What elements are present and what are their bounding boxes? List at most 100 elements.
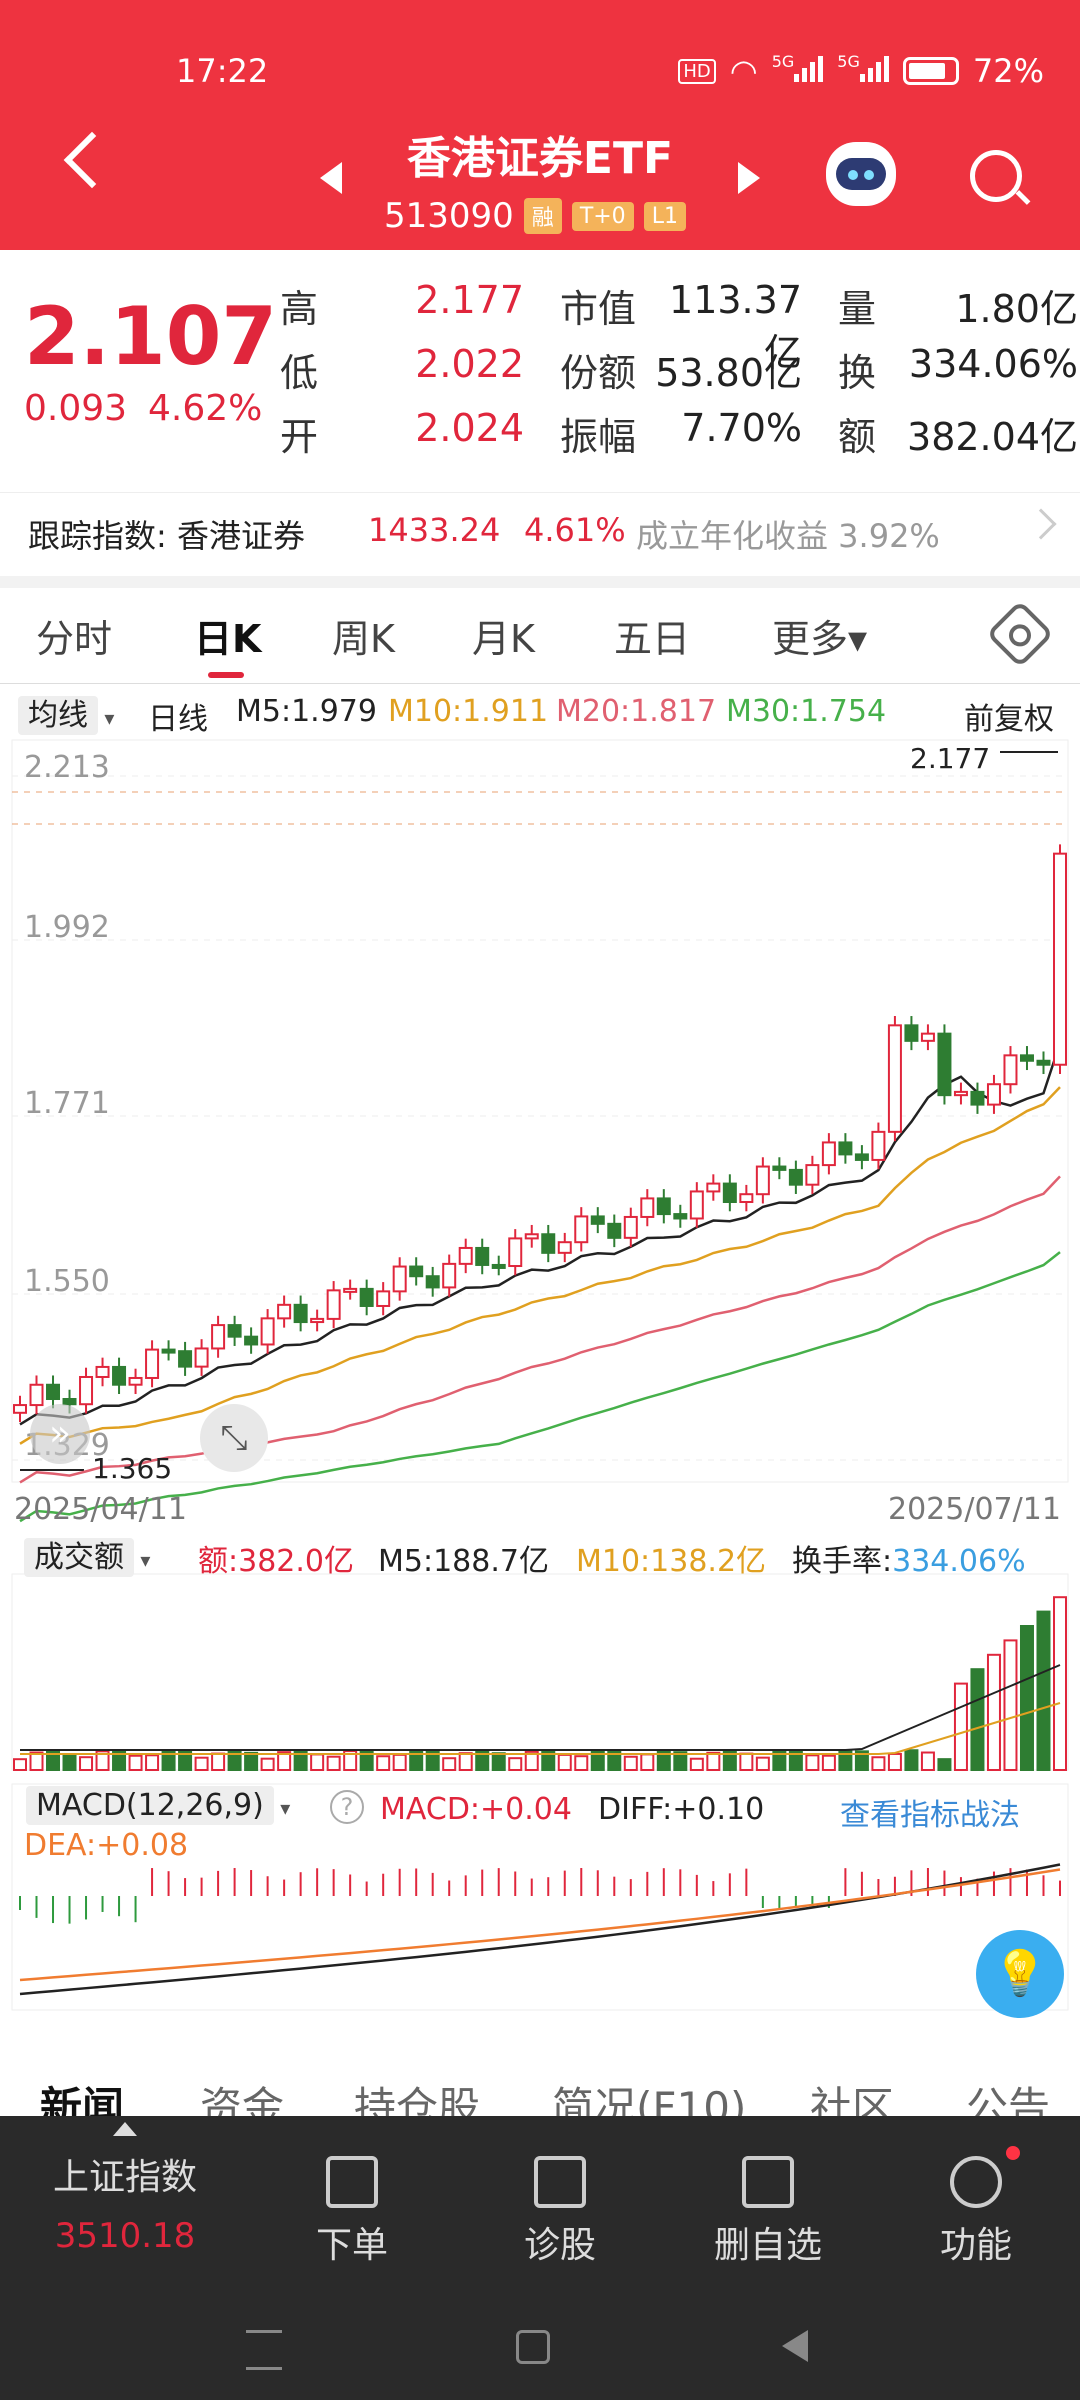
candle-body — [359, 1287, 374, 1307]
ma5-value: M5:1.979 — [236, 694, 377, 729]
tab-funds[interactable]: 资金 — [200, 2083, 285, 2116]
tab-announcements[interactable]: 公告 — [966, 2083, 1051, 2116]
volume-bar — [673, 1751, 688, 1772]
candle-body — [590, 1215, 605, 1225]
menu-icon[interactable] — [246, 2330, 282, 2370]
signal-icon: 5G — [837, 52, 889, 90]
candle-body — [722, 1182, 737, 1204]
diff-line — [19, 1863, 1061, 1996]
assistant-robot-icon[interactable] — [826, 142, 896, 206]
candle-body — [673, 1213, 688, 1220]
candle-body — [508, 1237, 523, 1268]
wifi-icon: ◠ — [729, 52, 758, 90]
network-type: 5G — [837, 52, 860, 71]
volume-bar — [640, 1753, 655, 1772]
tab-five-day[interactable]: 五日 — [614, 617, 691, 661]
candle-body — [260, 1317, 275, 1346]
prev-stock-icon[interactable] — [320, 162, 342, 194]
y-label: 1.771 — [24, 1086, 110, 1121]
quote-panel — [0, 250, 1080, 576]
nav-functions[interactable]: 功能 — [876, 2146, 1076, 2268]
candle-body — [227, 1324, 242, 1338]
volume-bar — [310, 1753, 325, 1771]
candle-body — [392, 1265, 407, 1293]
volume-bar — [491, 1752, 506, 1771]
tab-news[interactable]: 新闻 — [40, 2083, 125, 2116]
candle-body — [640, 1197, 655, 1218]
y-label: 1.992 — [24, 910, 110, 945]
period-tabs: 分时 日K 周K 月K 五日 更多▾ — [0, 588, 1080, 684]
volume-amount: 额:382.0亿 — [198, 1544, 354, 1579]
open-label: 开 — [280, 415, 319, 459]
next-stock-icon[interactable] — [738, 162, 760, 194]
volume-bar — [1053, 1596, 1067, 1772]
nav-diagnose[interactable]: 诊股 — [460, 2146, 660, 2268]
macd-select[interactable]: MACD(12,26,9) — [26, 1786, 274, 1825]
volume-m10: M10:138.2亿 — [576, 1544, 767, 1579]
ma10-value: M10:1.911 — [388, 694, 549, 729]
volume-bar — [920, 1751, 935, 1771]
candle-body — [13, 1404, 27, 1414]
volume-bar — [805, 1754, 820, 1771]
tab-community[interactable]: 社区 — [810, 2083, 895, 2116]
diff-value: DIFF:+0.10 — [598, 1792, 765, 1827]
help-icon[interactable]: ? — [330, 1790, 364, 1824]
volume-bar — [1003, 1639, 1018, 1772]
document-icon — [326, 2156, 378, 2208]
tab-f10[interactable]: 简况(F10) — [552, 2083, 747, 2116]
search-icon[interactable] — [970, 150, 1022, 202]
lightbulb-icon[interactable]: 💡 — [976, 1930, 1064, 2018]
collapse-arrows-icon[interactable]: » — [30, 1404, 90, 1464]
tab-more[interactable]: 更多▾ — [772, 617, 868, 661]
ma30-line — [19, 1251, 1061, 1523]
battery-percent: 72% — [972, 52, 1044, 90]
bottom-nav: 上证指数 3510.18 下单 诊股 删自选 功能 — [0, 2116, 1080, 2400]
dropdown-icon: ▾ — [134, 1548, 151, 1572]
adjust-select[interactable]: 前复权 — [964, 702, 1054, 737]
volume-bar — [128, 1754, 143, 1771]
tab-daily-k[interactable]: 日K — [194, 617, 262, 661]
volume-bar — [442, 1757, 457, 1772]
ma20-line — [19, 1175, 1061, 1484]
tab-monthly-k[interactable]: 月K — [472, 617, 535, 661]
volume-ma5-line — [20, 1664, 1061, 1751]
y-label: 1.550 — [24, 1264, 110, 1299]
high-label: 高 — [280, 287, 319, 331]
tab-intraday[interactable]: 分时 — [36, 617, 113, 661]
t0-tag: T+0 — [571, 201, 634, 231]
candle-body — [178, 1350, 193, 1368]
index-widget[interactable]: 上证指数 3510.18 — [20, 2122, 230, 2256]
nav-remove-watchlist[interactable]: 删自选 — [668, 2146, 868, 2268]
candle-body — [112, 1365, 127, 1386]
nav-order[interactable]: 下单 — [252, 2146, 452, 2268]
candle-body — [244, 1335, 259, 1346]
tab-holdings[interactable]: 持仓股 — [354, 2083, 481, 2116]
volume-bar — [821, 1754, 836, 1771]
tracking-index-row[interactable]: 跟踪指数: 香港证券 1433.24 4.61% 成立年化收益 3.92% — [0, 492, 1080, 568]
volume-bar — [458, 1752, 473, 1772]
ma30-value: M30:1.754 — [726, 694, 887, 729]
status-time: 17:22 — [176, 52, 269, 90]
candle-body — [541, 1233, 556, 1254]
back-arrow-icon[interactable] — [63, 131, 121, 189]
candle-body — [805, 1164, 820, 1186]
period-label: 日线 — [148, 702, 208, 737]
volume-bar — [623, 1755, 638, 1771]
stock-code: 513090 — [384, 196, 514, 236]
candle-body — [574, 1215, 589, 1244]
indicator-strategy-link[interactable]: 查看指标战法 — [840, 1798, 1020, 1833]
tab-weekly-k[interactable]: 周K — [332, 617, 395, 661]
kline-chart[interactable] — [0, 684, 1080, 2030]
ma-select[interactable]: 均线 — [18, 696, 98, 735]
dea-value: DEA:+0.08 — [24, 1828, 189, 1863]
volume-bar — [574, 1755, 589, 1772]
volume-bar — [13, 1758, 27, 1771]
volume-bar — [706, 1751, 721, 1771]
back-icon[interactable] — [782, 2330, 808, 2362]
period-high-label: 2.177 — [910, 742, 991, 775]
margin-tag: 融 — [523, 198, 562, 234]
home-icon[interactable] — [516, 2330, 550, 2364]
fullscreen-icon[interactable]: ⤡ — [200, 1404, 268, 1472]
volume-select[interactable]: 成交额 — [24, 1538, 134, 1577]
candle-body — [1053, 852, 1067, 1066]
